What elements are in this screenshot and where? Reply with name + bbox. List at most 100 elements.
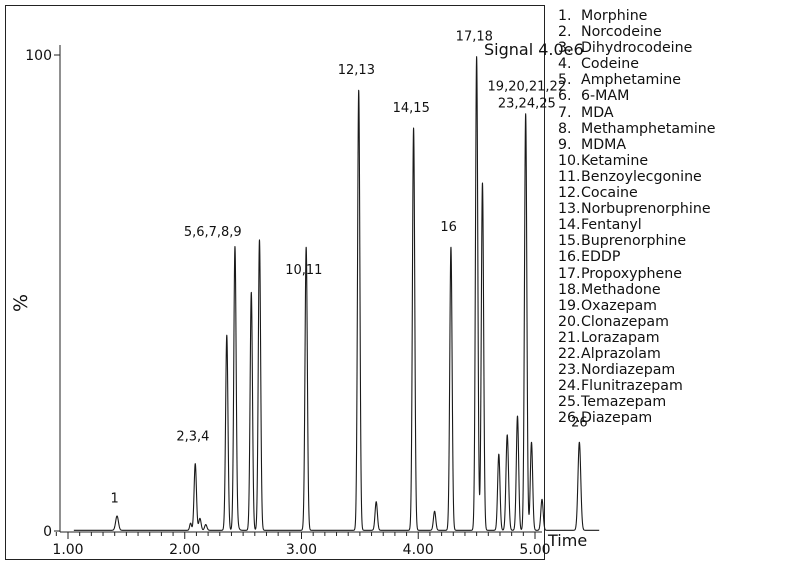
legend-number: 25. xyxy=(558,394,581,411)
legend-number: 21. xyxy=(558,329,581,346)
peak-label: 5,6,7,8,9 xyxy=(184,225,242,240)
legend-item: 24.Flunitrazepam xyxy=(558,378,716,394)
legend-compound-name: Diazepam xyxy=(581,410,653,427)
x-axis-label: Time xyxy=(547,531,587,550)
legend-number: 22. xyxy=(558,345,581,362)
legend-item: 25.Temazepam xyxy=(558,394,716,410)
legend-compound-name: Lorazapam xyxy=(581,329,660,346)
plot-frame xyxy=(5,5,545,560)
y-tick-label: 0 xyxy=(43,524,52,540)
peak-labels: 1 2,3,4 5,6,7,8,9 10,11 12,13 14,15 16 17,18 19,… xyxy=(111,30,588,507)
legend-item: 1. Morphine xyxy=(558,8,716,24)
legend-compound-name: Morphine xyxy=(581,8,648,24)
legend-item: 26.Diazepam xyxy=(558,410,716,426)
legend-item: 7. MDA xyxy=(558,105,716,121)
legend-item: 11.Benzoylecgonine xyxy=(558,169,716,185)
legend-compound-name: 6-MAM xyxy=(581,88,630,105)
legend-number: 20. xyxy=(558,313,581,330)
legend-item: 16.EDDP xyxy=(558,249,716,265)
legend-item: 17.Propoxyphene xyxy=(558,266,716,282)
legend-item: 22.Alprazolam xyxy=(558,346,716,362)
legend-item: 18.Methadone xyxy=(558,282,716,298)
peak-label: 26 xyxy=(571,415,588,430)
chromatogram-trace xyxy=(73,56,600,531)
legend-compound-name: Propoxyphene xyxy=(581,265,682,282)
legend-number: 12. xyxy=(558,185,581,202)
legend-compound-name: Norbuprenorphine xyxy=(581,201,711,218)
legend-compound-name: Nordiazepam xyxy=(581,362,676,379)
axes xyxy=(54,45,542,539)
legend-compound-name: Codeine xyxy=(581,56,639,73)
legend-item: 15.Buprenorphine xyxy=(558,233,716,249)
legend-number: 5. xyxy=(558,72,572,89)
legend-number: 13. xyxy=(558,201,581,218)
legend-item: 23.Nordiazepam xyxy=(558,362,716,378)
legend-compound-name: Alprazolam xyxy=(581,345,661,362)
peak-label: 17,18 xyxy=(456,30,493,45)
legend-number: 10. xyxy=(558,152,581,169)
legend-compound-name: MDA xyxy=(581,104,614,121)
legend-compound-name: Methadone xyxy=(581,281,661,298)
y-tick-label: 100 xyxy=(25,48,52,64)
legend-compound-name: Temazepam xyxy=(581,394,667,411)
legend-number: 8. xyxy=(558,120,572,137)
x-tick-label: 2.00 xyxy=(169,542,200,558)
legend-number: 14. xyxy=(558,217,581,234)
tick-labels: 1.00 2.00 3.00 4.00 5.00 0 100 xyxy=(25,48,550,558)
legend-number: 16. xyxy=(558,249,581,266)
legend-compound-name: Norcodeine xyxy=(581,24,662,41)
legend-compound-name: Fentanyl xyxy=(581,217,642,234)
legend-number: 19. xyxy=(558,297,581,314)
legend-number: 7. xyxy=(558,104,572,121)
legend-number: 26. xyxy=(558,410,581,427)
legend-compound-name: Buprenorphine xyxy=(581,233,687,250)
legend-compound-name: Benzoylecgonine xyxy=(581,168,702,185)
legend-number: 23. xyxy=(558,362,581,379)
legend-number: 15. xyxy=(558,233,581,250)
legend-number: 18. xyxy=(558,281,581,298)
legend-number: 24. xyxy=(558,378,581,395)
peak-label: 16 xyxy=(440,220,457,235)
x-tick-label: 3.00 xyxy=(286,542,317,558)
legend-compound-name: Flunitrazepam xyxy=(581,378,683,395)
legend-number: 11. xyxy=(558,168,581,185)
peak-label: 23,24,25 xyxy=(498,96,556,111)
peak-label: 2,3,4 xyxy=(176,430,209,445)
peak-label: 1 xyxy=(111,491,119,506)
legend-item: 12.Cocaine xyxy=(558,185,716,201)
legend-item: 2. Norcodeine xyxy=(558,24,716,40)
legend-number: 17. xyxy=(558,265,581,282)
x-tick-label: 5.00 xyxy=(519,542,550,558)
x-tick-label: 1.00 xyxy=(52,542,83,558)
legend-item: 19.Oxazepam xyxy=(558,298,716,314)
legend-compound-name: Oxazepam xyxy=(581,297,657,314)
legend-number: 3. xyxy=(558,40,572,57)
legend-compound-name: Clonazepam xyxy=(581,313,669,330)
legend-number: 1. xyxy=(558,8,572,24)
legend-compound-name: MDMA xyxy=(581,136,627,153)
signal-annotation: Signal 4.0e6 xyxy=(484,40,584,59)
legend-item: 5. Amphetamine xyxy=(558,72,716,88)
legend-item: 21.Lorazapam xyxy=(558,330,716,346)
legend-compound-name: Methamphetamine xyxy=(581,120,716,137)
legend-item: 10.Ketamine xyxy=(558,153,716,169)
peak-label: 14,15 xyxy=(393,101,430,116)
legend-compound-name: Cocaine xyxy=(581,185,638,202)
legend-number: 2. xyxy=(558,24,572,41)
peak-label: 19,20,21,22 xyxy=(488,80,567,95)
legend-number: 4. xyxy=(558,56,572,73)
compound-legend: 1. Morphine 2. Norcodeine 3. Dihydrocodeine 4.… xyxy=(558,8,716,426)
peak-label: 12,13 xyxy=(338,63,375,78)
peak-label: 10,11 xyxy=(285,263,322,278)
legend-item: 14.Fentanyl xyxy=(558,217,716,233)
legend-item: 4. Codeine xyxy=(558,56,716,72)
legend-item: 20.Clonazepam xyxy=(558,314,716,330)
legend-compound-name: Ketamine xyxy=(581,152,649,169)
legend-item: 9. MDMA xyxy=(558,137,716,153)
legend-item: 13.Norbuprenorphine xyxy=(558,201,716,217)
legend-item: 6. 6-MAM xyxy=(558,88,716,104)
legend-compound-name: Amphetamine xyxy=(581,72,681,89)
legend-item: 8. Methamphetamine xyxy=(558,121,716,137)
